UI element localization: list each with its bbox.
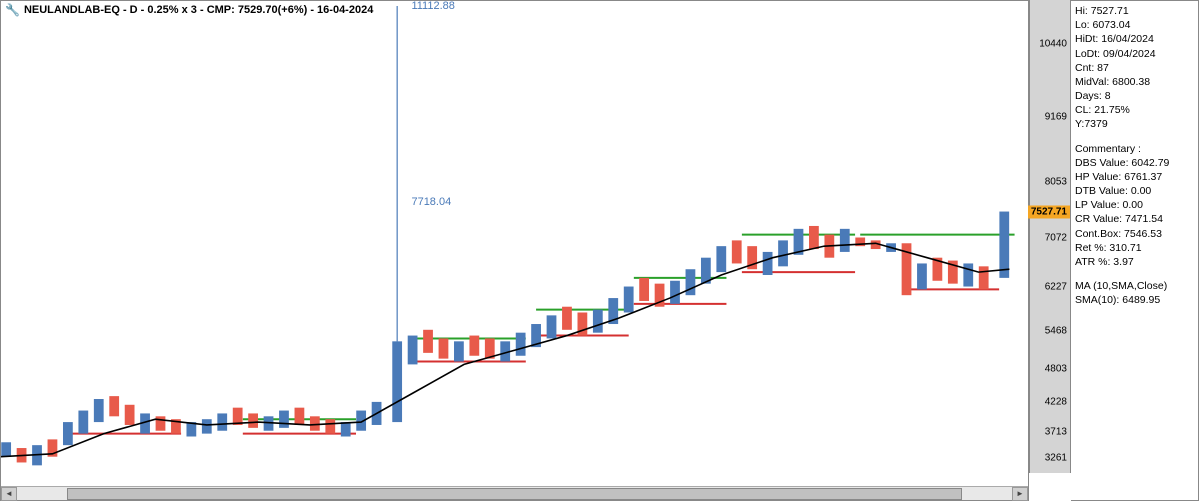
y-tick-label: 5468: [1045, 325, 1067, 336]
scroll-track[interactable]: [17, 487, 1012, 501]
y-tick-label: 4803: [1045, 363, 1067, 374]
scroll-right-button[interactable]: ►: [1012, 487, 1028, 501]
info-row: Hi: 7527.71: [1075, 4, 1194, 18]
info-row: SMA(10): 6489.95: [1075, 293, 1194, 307]
price-annotation: 7718.04: [411, 196, 451, 208]
title-bar: 🔧 NEULANDLAB-EQ - D - 0.25% x 3 - CMP: 7…: [5, 3, 373, 17]
info-row: DBS Value: 6042.79: [1075, 156, 1194, 170]
info-row: Ret %: 310.71: [1075, 241, 1194, 255]
info-row: Y:7379: [1075, 117, 1194, 131]
info-row: CL: 21.75%: [1075, 103, 1194, 117]
info-row: LP Value: 0.00: [1075, 198, 1194, 212]
y-tick-label: 3713: [1045, 426, 1067, 437]
current-price-tag: 7527.71: [1028, 205, 1070, 218]
info-row: Cnt: 87: [1075, 61, 1194, 75]
info-row: DTB Value: 0.00: [1075, 184, 1194, 198]
chart-title: NEULANDLAB-EQ - D - 0.25% x 3 - CMP: 752…: [24, 4, 373, 16]
y-tick-label: 6227: [1045, 281, 1067, 292]
wrench-icon[interactable]: 🔧: [5, 3, 20, 17]
info-row: Cont.Box: 7546.53: [1075, 227, 1194, 241]
info-row: Lo: 6073.04: [1075, 18, 1194, 32]
y-tick-label: 4228: [1045, 397, 1067, 408]
chart-area[interactable]: 🔧 NEULANDLAB-EQ - D - 0.25% x 3 - CMP: 7…: [0, 0, 1029, 501]
root: 🔧 NEULANDLAB-EQ - D - 0.25% x 3 - CMP: 7…: [0, 0, 1199, 501]
y-axis: 3261 3713 4228 4803 5468 6227 7072 8053 9169 1044…: [1029, 0, 1071, 473]
chart-plot[interactable]: [1, 1, 1030, 474]
info-row: CR Value: 7471.54: [1075, 212, 1194, 226]
info-row: MidVal: 6800.38: [1075, 75, 1194, 89]
info-row: LoDt: 09/04/2024: [1075, 47, 1194, 61]
info-row: HP Value: 6761.37: [1075, 170, 1194, 184]
info-row: Commentary :: [1075, 142, 1194, 156]
y-tick-label: 8053: [1045, 176, 1067, 187]
side-panel: Hi: 7527.71Lo: 6073.04HiDt: 16/04/2024Lo…: [1071, 0, 1199, 501]
scroll-left-button[interactable]: ◄: [1, 487, 17, 501]
y-tick-label: 7072: [1045, 233, 1067, 244]
h-scrollbar[interactable]: ◄ ►: [1, 486, 1028, 500]
info-row: ATR %: 3.97: [1075, 255, 1194, 269]
y-tick-label: 9169: [1045, 112, 1067, 123]
info-row: HiDt: 16/04/2024: [1075, 32, 1194, 46]
price-annotation: 11112.88: [411, 0, 454, 12]
y-tick-label: 10440: [1039, 38, 1067, 49]
y-tick-label: 3261: [1045, 452, 1067, 463]
info-row: MA (10,SMA,Close): [1075, 279, 1194, 293]
scroll-thumb[interactable]: [67, 488, 963, 500]
info-row: Days: 8: [1075, 89, 1194, 103]
